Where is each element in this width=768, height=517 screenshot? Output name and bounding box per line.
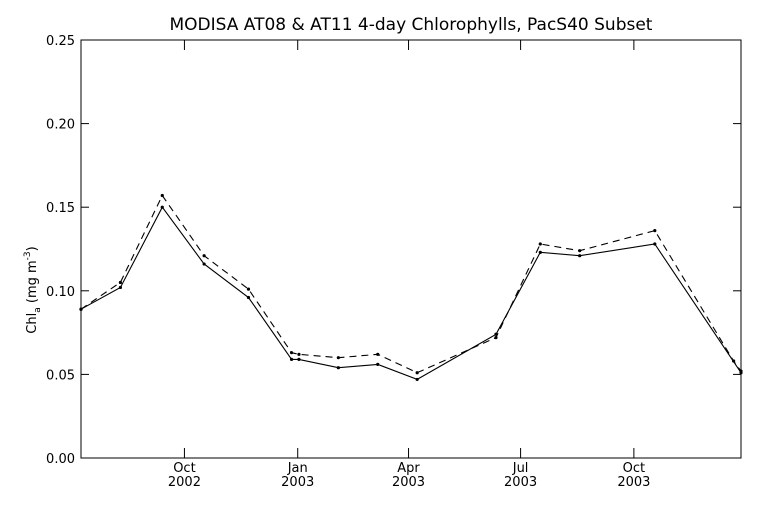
series-point-solid: [578, 254, 582, 258]
series-point-solid: [246, 295, 251, 300]
series-point-dashed: [160, 193, 164, 198]
series-point-dashed: [246, 287, 251, 291]
series-point-dashed: [732, 359, 736, 363]
series-point-solid: [160, 205, 164, 209]
series-point-dashed: [289, 351, 294, 355]
y-tick-label: 0.00: [46, 452, 75, 467]
y-tick-label: 0.05: [46, 368, 75, 383]
series-point-solid: [289, 357, 294, 361]
series-point-dashed: [578, 249, 582, 253]
y-tick-label: 0.15: [46, 201, 75, 216]
x-tick-month-label: Jan: [287, 461, 308, 476]
series-point-dashed: [79, 307, 83, 311]
x-tick-month-label: Oct: [623, 461, 645, 476]
x-tick-year-label: 2002: [168, 475, 201, 490]
series-point-solid: [336, 366, 340, 370]
x-tick-year-label: 2003: [392, 475, 425, 490]
series-point-dashed: [336, 356, 340, 360]
series-point-dashed: [739, 369, 743, 373]
series-line-solid: [80, 206, 742, 381]
series-point-dashed: [653, 229, 657, 233]
y-tick-label: 0.10: [46, 285, 75, 300]
series-point-dashed: [538, 242, 542, 246]
series-point-dashed: [202, 254, 206, 258]
x-tick-year-label: 2003: [617, 475, 650, 490]
x-tick-month-label: Apr: [397, 461, 420, 476]
y-axis-label: Chla (mg m-3): [23, 246, 43, 333]
series-point-dashed: [376, 352, 380, 356]
series-point-dashed: [297, 352, 301, 356]
y-axis-label-unit-exp: -3: [23, 251, 33, 260]
series-point-dashed: [415, 371, 419, 375]
series-layer: [79, 193, 743, 382]
svg-text:Chla (mg m-3): Chla (mg m-3): [23, 246, 43, 333]
series-line-dashed: [80, 194, 742, 374]
series-point-dashed: [118, 280, 123, 285]
series-point-dashed: [494, 336, 498, 340]
series-point-solid: [653, 242, 657, 246]
x-tick-year-label: 2003: [281, 475, 314, 490]
plot-frame: [80, 39, 742, 459]
y-tick-label: 0.25: [46, 34, 75, 49]
y-axis-label-unit-close: ): [25, 246, 40, 251]
series-point-solid: [415, 377, 419, 382]
y-ticks: 0.00 0.05 0.10 0.15 0.20 0.25: [46, 34, 741, 467]
x-tick-month-label: Jul: [512, 461, 529, 476]
y-axis-label-unit-open: (mg m: [25, 260, 40, 307]
y-axis-label-subscript: a: [33, 307, 43, 313]
series-point-solid: [376, 362, 380, 366]
series-point-solid: [297, 357, 301, 361]
y-axis-label-main: Chl: [25, 313, 40, 334]
chart-title: MODISA AT08 & AT11 4-day Chlorophylls, P…: [170, 15, 653, 35]
series-point-solid: [538, 250, 542, 254]
series-point-solid: [118, 285, 123, 290]
x-tick-year-label: 2003: [504, 475, 537, 490]
series-point-solid: [202, 262, 206, 266]
x-tick-month-label: Oct: [173, 461, 195, 476]
y-tick-label: 0.20: [46, 118, 75, 133]
